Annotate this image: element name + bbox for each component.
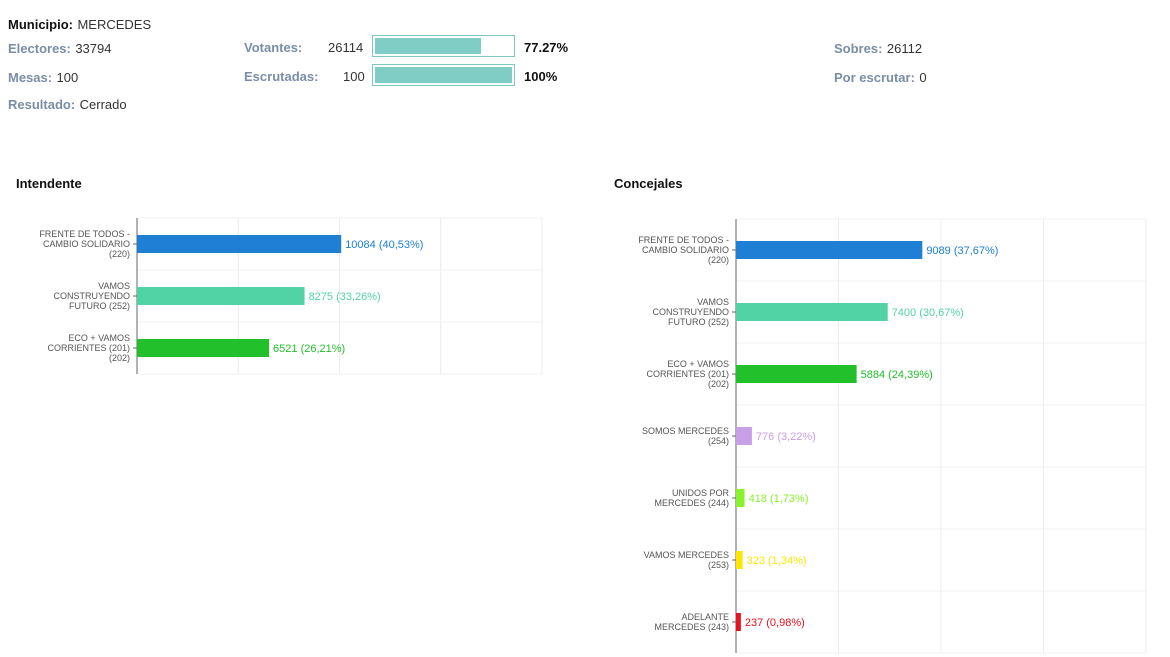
municipio-row: Municipio: MERCEDES xyxy=(8,16,151,34)
electores-row: Electores: 33794 xyxy=(8,40,111,58)
concejales-category-label-line: FUTURO (252) xyxy=(668,317,729,327)
intendente-category-label-line: VAMOS xyxy=(98,281,130,291)
concejales-bar xyxy=(736,303,888,321)
concejales-category-label: SOMOS MERCEDES (254) xyxy=(642,426,729,446)
concejales-chart: 9089 (37,67%) FRENTE DE TODOS -CAMBIO SOL… xyxy=(638,218,1147,654)
intendente-chart: 10084 (40,53%) FRENTE DE TODOS -CAMBIO SO… xyxy=(39,217,543,375)
mesas-row: Mesas: 100 xyxy=(8,69,78,87)
electores-label: Electores: xyxy=(8,41,71,56)
votantes-label: Votantes: xyxy=(244,40,303,55)
concejales-category-label-line: UNIDOS POR xyxy=(672,488,730,498)
concejales-bar xyxy=(736,241,923,259)
por-escrutar-value: 0 xyxy=(919,70,927,85)
concejales-bar xyxy=(736,365,857,383)
intendente-category-label: ECO + VAMOS CORRIENTES (201) (202) xyxy=(47,333,130,363)
sobres-row: Sobres: 26112 xyxy=(834,40,922,58)
intendente-category-label-line: ECO + VAMOS xyxy=(68,333,130,343)
concejales-bar xyxy=(736,613,741,631)
intendente-category-label: VAMOS CONSTRUYENDO FUTURO (252) xyxy=(53,281,130,311)
sobres-label: Sobres: xyxy=(834,41,883,56)
municipio-value: MERCEDES xyxy=(77,17,152,32)
votantes-value: 26114 xyxy=(328,40,364,55)
sobres-value: 26112 xyxy=(886,41,923,56)
concejales-category-label-line: CORRIENTES (201) xyxy=(646,369,729,379)
municipio-label: Municipio: xyxy=(8,17,73,32)
concejales-chart-title: Concejales xyxy=(614,176,683,191)
votantes-percent: 77.27% xyxy=(524,40,569,55)
intendente-category-label-line: CORRIENTES (201) xyxy=(47,343,130,353)
concejales-data-label: 5884 (24,39%) xyxy=(861,369,933,381)
intendente-data-label: 8275 (33,26%) xyxy=(309,291,381,303)
concejales-category-label-line: ADELANTE xyxy=(681,612,729,622)
intendente-category-label-line: FRENTE DE TODOS - xyxy=(39,229,130,239)
escrutadas-progress-fill xyxy=(375,67,512,83)
votantes-progress-bar xyxy=(372,35,515,57)
escrutadas-percent: 100% xyxy=(524,69,558,84)
resultado-value: Cerrado xyxy=(79,97,127,112)
votantes-progress-fill xyxy=(375,38,481,54)
concejales-category-label-line: VAMOS MERCEDES xyxy=(644,550,729,560)
escrutadas-value: 100 xyxy=(343,69,365,84)
concejales-category-label-line: SOMOS MERCEDES xyxy=(642,426,729,436)
concejales-category-label-line: FRENTE DE TODOS - xyxy=(638,235,729,245)
concejales-category-label-line: MERCEDES (244) xyxy=(654,498,729,508)
concejales-category-label-line: (254) xyxy=(708,436,729,446)
concejales-category-label: UNIDOS POR MERCEDES (244) xyxy=(654,488,729,508)
concejales-category-label: VAMOS MERCEDES (253) xyxy=(644,550,729,570)
concejales-data-label: 237 (0,98%) xyxy=(745,617,805,629)
escrutadas-label: Escrutadas: xyxy=(244,69,319,84)
mesas-label: Mesas: xyxy=(8,70,53,85)
intendente-chart-title: Intendente xyxy=(16,176,82,191)
intendente-category-label-line: CONSTRUYENDO xyxy=(53,291,130,301)
concejales-category-label: FRENTE DE TODOS -CAMBIO SOLIDARIO (220) xyxy=(638,235,729,265)
intendente-bar xyxy=(137,287,305,305)
concejales-category-label-line: ECO + VAMOS xyxy=(667,359,729,369)
intendente-category-label-line: (220) xyxy=(109,249,130,259)
concejales-category-label: ADELANTE MERCEDES (243) xyxy=(654,612,729,632)
por-escrutar-label: Por escrutar: xyxy=(834,70,915,85)
concejales-bar xyxy=(736,427,752,445)
concejales-data-label: 9089 (37,67%) xyxy=(926,245,998,257)
concejales-data-label: 323 (1,34%) xyxy=(747,555,807,567)
intendente-category-label-line: CAMBIO SOLIDARIO xyxy=(43,239,130,249)
concejales-category-label-line: (202) xyxy=(708,379,729,389)
mesas-value: 100 xyxy=(56,70,79,85)
intendente-category-label-line: FUTURO (252) xyxy=(69,301,130,311)
resultado-label: Resultado: xyxy=(8,97,76,112)
concejales-category-label-line: (220) xyxy=(708,255,729,265)
escrutadas-progress-bar xyxy=(372,64,515,86)
concejales-data-label: 418 (1,73%) xyxy=(749,493,809,505)
intendente-category-label: FRENTE DE TODOS -CAMBIO SOLIDARIO (220) xyxy=(39,229,130,259)
concejales-bar xyxy=(736,489,745,507)
intendente-bar xyxy=(137,339,270,357)
intendente-category-label-line: (202) xyxy=(109,353,130,363)
concejales-category-label-line: CAMBIO SOLIDARIO xyxy=(642,245,729,255)
intendente-data-label: 6521 (26,21%) xyxy=(273,343,345,355)
resultado-row: Resultado: Cerrado xyxy=(8,96,127,114)
concejales-category-label: VAMOS CONSTRUYENDO FUTURO (252) xyxy=(652,297,729,327)
intendente-data-label: 10084 (40,53%) xyxy=(345,239,423,251)
concejales-data-label: 7400 (30,67%) xyxy=(892,307,964,319)
concejales-category-label-line: CONSTRUYENDO xyxy=(652,307,729,317)
por-escrutar-row: Por escrutar: 0 xyxy=(834,69,927,87)
electores-value: 33794 xyxy=(75,41,112,56)
concejales-category-label: ECO + VAMOS CORRIENTES (201) (202) xyxy=(646,359,729,389)
concejales-category-label-line: MERCEDES (243) xyxy=(654,622,729,632)
concejales-category-label-line: VAMOS xyxy=(697,297,729,307)
concejales-category-label-line: (253) xyxy=(708,560,729,570)
concejales-data-label: 776 (3,22%) xyxy=(756,431,816,443)
concejales-bar xyxy=(736,551,743,569)
intendente-bar xyxy=(137,235,342,253)
